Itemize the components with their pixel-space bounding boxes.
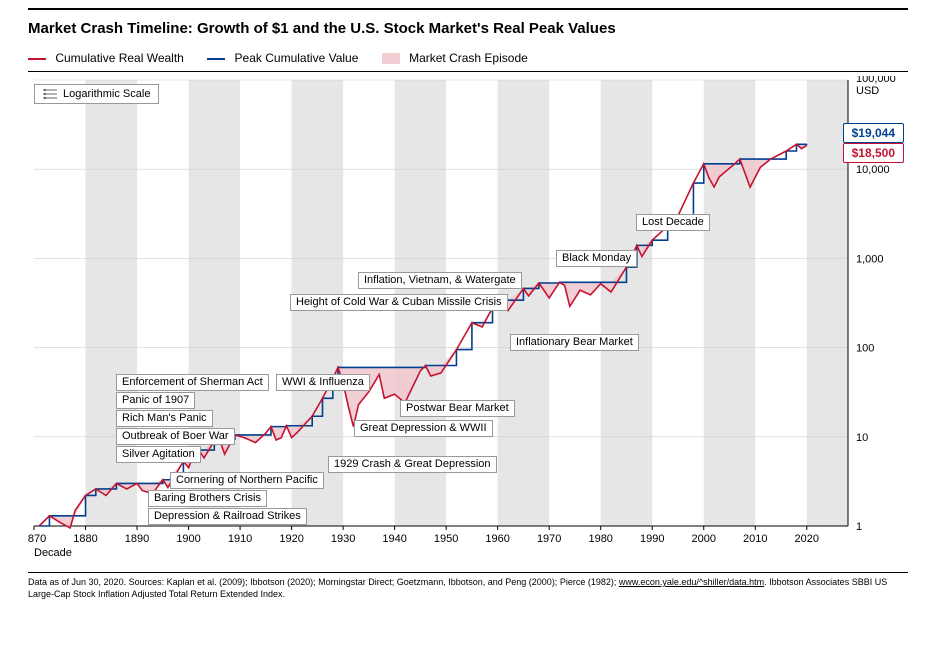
- annotation-panic-of-1907: Panic of 1907: [116, 392, 195, 409]
- svg-text:1940: 1940: [382, 533, 406, 545]
- svg-text:1970: 1970: [537, 533, 561, 545]
- svg-text:1910: 1910: [228, 533, 252, 545]
- svg-text:1950: 1950: [434, 533, 458, 545]
- legend-item-crash: Market Crash Episode: [382, 51, 528, 65]
- svg-text:2010: 2010: [743, 533, 767, 545]
- legend-item-wealth: Cumulative Real Wealth: [28, 51, 184, 65]
- annotation-great-depression-wwii: Great Depression & WWII: [354, 420, 493, 437]
- svg-text:1870: 1870: [28, 533, 46, 545]
- mid-rule: [28, 71, 908, 72]
- legend-label-peak: Peak Cumulative Value: [235, 51, 359, 65]
- footnote-link[interactable]: www.econ.yale.edu/^shiller/data.htm: [619, 577, 764, 587]
- chart-title: Market Crash Timeline: Growth of $1 and …: [28, 20, 908, 37]
- annotation-cornering-of-northern-pacific: Cornering of Northern Pacific: [170, 472, 324, 489]
- annotation-inflation-vietnam-watergate: Inflation, Vietnam, & Watergate: [358, 272, 522, 289]
- legend-label-wealth: Cumulative Real Wealth: [55, 51, 184, 65]
- svg-text:Decade: Decade: [34, 547, 72, 559]
- annotation-outbreak-of-boer-war: Outbreak of Boer War: [116, 428, 235, 445]
- svg-text:1: 1: [856, 521, 862, 533]
- svg-text:100,000: 100,000: [856, 76, 896, 85]
- annotation-rich-man-s-panic: Rich Man's Panic: [116, 410, 213, 427]
- footnote-text: Data as of Jun 30, 2020. Sources: Kaplan…: [28, 577, 619, 587]
- svg-text:1880: 1880: [73, 533, 97, 545]
- svg-text:1960: 1960: [485, 533, 509, 545]
- scale-label: Logarithmic Scale: [63, 88, 150, 100]
- annotation-enforcement-of-sherman-act: Enforcement of Sherman Act: [116, 374, 269, 391]
- svg-text:2020: 2020: [795, 533, 819, 545]
- legend-swatch-wealth: [28, 58, 46, 60]
- legend-swatch-crash: [382, 53, 400, 64]
- annotation-lost-decade: Lost Decade: [636, 214, 710, 231]
- annotation-inflationary-bear-market: Inflationary Bear Market: [510, 334, 639, 351]
- annotation-wwi-influenza: WWI & Influenza: [276, 374, 370, 391]
- annotation-1929-crash-great-depression: 1929 Crash & Great Depression: [328, 456, 497, 473]
- annotation-black-monday: Black Monday: [556, 250, 637, 267]
- svg-text:2000: 2000: [692, 533, 716, 545]
- footnote: Data as of Jun 30, 2020. Sources: Kaplan…: [28, 572, 908, 600]
- annotation-baring-brothers-crisis: Baring Brothers Crisis: [148, 490, 267, 507]
- legend-label-crash: Market Crash Episode: [409, 51, 528, 65]
- end-value-wealth: $18,500: [843, 143, 904, 163]
- svg-text:1930: 1930: [331, 533, 355, 545]
- scale-selector[interactable]: Logarithmic Scale: [34, 84, 159, 104]
- list-icon: [43, 89, 57, 99]
- legend: Cumulative Real Wealth Peak Cumulative V…: [28, 51, 908, 65]
- annotation-postwar-bear-market: Postwar Bear Market: [400, 400, 515, 417]
- svg-text:1900: 1900: [176, 533, 200, 545]
- annotation-height-of-cold-war-cuban-missile-crisis: Height of Cold War & Cuban Missile Crisi…: [290, 294, 508, 311]
- top-rule: [28, 8, 908, 10]
- annotation-depression-railroad-strikes: Depression & Railroad Strikes: [148, 508, 307, 525]
- svg-text:10,000: 10,000: [856, 164, 890, 176]
- svg-text:1,000: 1,000: [856, 253, 884, 265]
- legend-swatch-peak: [207, 58, 225, 60]
- legend-item-peak: Peak Cumulative Value: [207, 51, 358, 65]
- chart-area: 1 10 100 1,000 10,000 100,000USD 1870 1880 1890 1…: [28, 76, 908, 566]
- svg-text:100: 100: [856, 343, 874, 355]
- annotation-silver-agitation: Silver Agitation: [116, 446, 201, 463]
- svg-text:1920: 1920: [279, 533, 303, 545]
- svg-text:1890: 1890: [125, 533, 149, 545]
- svg-text:10: 10: [856, 432, 868, 444]
- svg-text:1990: 1990: [640, 533, 664, 545]
- svg-text:1980: 1980: [588, 533, 612, 545]
- end-value-peak: $19,044: [843, 123, 904, 143]
- svg-text:USD: USD: [856, 85, 879, 97]
